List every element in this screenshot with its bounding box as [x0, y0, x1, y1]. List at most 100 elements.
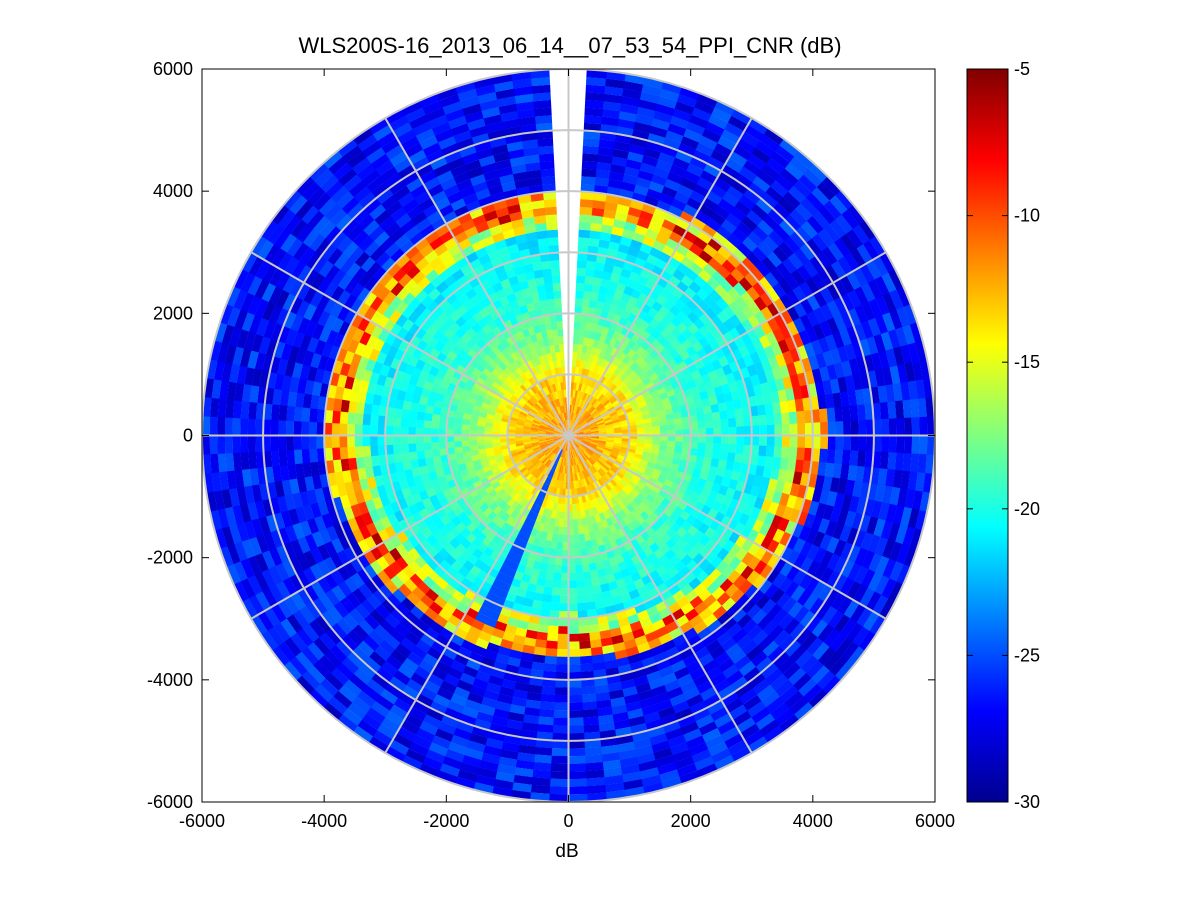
cnr-cell [554, 694, 570, 703]
cnr-cell [426, 183, 444, 198]
cnr-cell [526, 351, 535, 361]
cnr-cell [466, 378, 476, 388]
cnr-cell [627, 370, 637, 380]
cnr-cell [484, 393, 494, 402]
cnr-cell [553, 416, 560, 424]
cnr-cell [652, 110, 673, 124]
cnr-cell [403, 142, 423, 159]
cnr-cell [613, 367, 622, 377]
cnr-cell [394, 213, 412, 229]
cnr-cell [900, 343, 913, 365]
cnr-cell [584, 368, 590, 378]
cnr-cell [720, 426, 729, 436]
cnr-cell [840, 292, 855, 312]
cnr-cell [576, 594, 587, 604]
cnr-cell [583, 430, 592, 434]
cnr-cell [364, 320, 377, 336]
cnr-cell [558, 519, 565, 528]
cnr-cell [644, 140, 663, 153]
cnr-cell [651, 420, 660, 427]
cnr-cell [547, 237, 559, 246]
cnr-cell [741, 304, 755, 320]
cnr-cell [539, 398, 547, 406]
cnr-cell [556, 541, 564, 551]
cnr-cell [545, 571, 555, 580]
cnr-cell [574, 398, 579, 406]
cnr-cell [812, 421, 821, 436]
cnr-cell [743, 415, 752, 427]
cnr-cell [749, 373, 761, 387]
cnr-cell [772, 245, 789, 263]
cnr-cell [602, 93, 623, 104]
cnr-cell [710, 377, 722, 389]
cnr-cell [619, 103, 639, 115]
cnr-cell [356, 134, 378, 152]
cnr-cell [547, 369, 553, 378]
cnr-cell [573, 424, 580, 431]
cnr-cell [473, 140, 492, 153]
cnr-cell [830, 260, 847, 279]
cnr-cell [590, 346, 597, 356]
cnr-cell [576, 433, 584, 435]
cnr-cell [534, 392, 542, 400]
cnr-cell [677, 142, 696, 157]
cnr-cell [593, 401, 601, 409]
cnr-cell [736, 425, 745, 436]
cnr-cell [693, 274, 707, 288]
cnr-cell [582, 337, 590, 346]
cnr-cell [500, 382, 510, 391]
cnr-cell [404, 107, 426, 123]
cnr-cell [693, 255, 708, 270]
cnr-cell [755, 261, 771, 277]
cnr-cell [534, 122, 553, 132]
cnr-cell [293, 406, 303, 423]
cnr-cell [569, 412, 571, 421]
cnr-cell [526, 369, 535, 378]
cnr-cell [826, 299, 841, 318]
cnr-cell [282, 190, 302, 211]
cnr-cell [742, 354, 754, 368]
cnr-cell [505, 345, 515, 356]
cnr-cell [492, 427, 501, 433]
cnr-cell [717, 401, 727, 412]
cnr-cell [539, 160, 555, 170]
cnr-cell [624, 407, 633, 414]
cnr-cell [430, 190, 448, 205]
cnr-cell [308, 435, 317, 450]
cnr-cell [388, 296, 403, 311]
cnr-cell [892, 345, 905, 366]
cnr-cell [330, 317, 344, 334]
cnr-cell [631, 404, 640, 411]
cnr-cell [882, 291, 897, 313]
cnr-cell [288, 195, 308, 216]
cnr-cell [596, 365, 604, 375]
cnr-cell [414, 327, 427, 341]
cnr-cell [368, 117, 390, 136]
cnr-cell [812, 322, 826, 340]
cnr-cell [536, 412, 544, 419]
cnr-cell [369, 425, 378, 437]
cnr-cell [614, 429, 622, 434]
cnr-cell [670, 197, 687, 211]
cnr-cell [622, 375, 632, 385]
cnr-cell [771, 282, 787, 299]
cnr-cell [399, 239, 415, 255]
cnr-cell [376, 286, 391, 302]
cnr-cell [823, 223, 841, 243]
cnr-cell [604, 401, 612, 409]
cnr-cell [779, 400, 789, 414]
cnr-cell [833, 237, 851, 257]
cnr-cell [532, 324, 541, 334]
cnr-cell [741, 236, 758, 252]
cnr-cell [393, 408, 403, 419]
cnr-cell [488, 359, 499, 370]
cnr-cell [704, 319, 717, 333]
cnr-cell [392, 417, 402, 428]
cnr-cell [573, 413, 578, 422]
cnr-cell [680, 255, 695, 269]
cnr-cell [283, 256, 300, 276]
cnr-cell [555, 406, 561, 415]
cnr-cell [537, 399, 545, 408]
cnr-cell [395, 300, 409, 315]
cnr-cell [606, 428, 615, 432]
